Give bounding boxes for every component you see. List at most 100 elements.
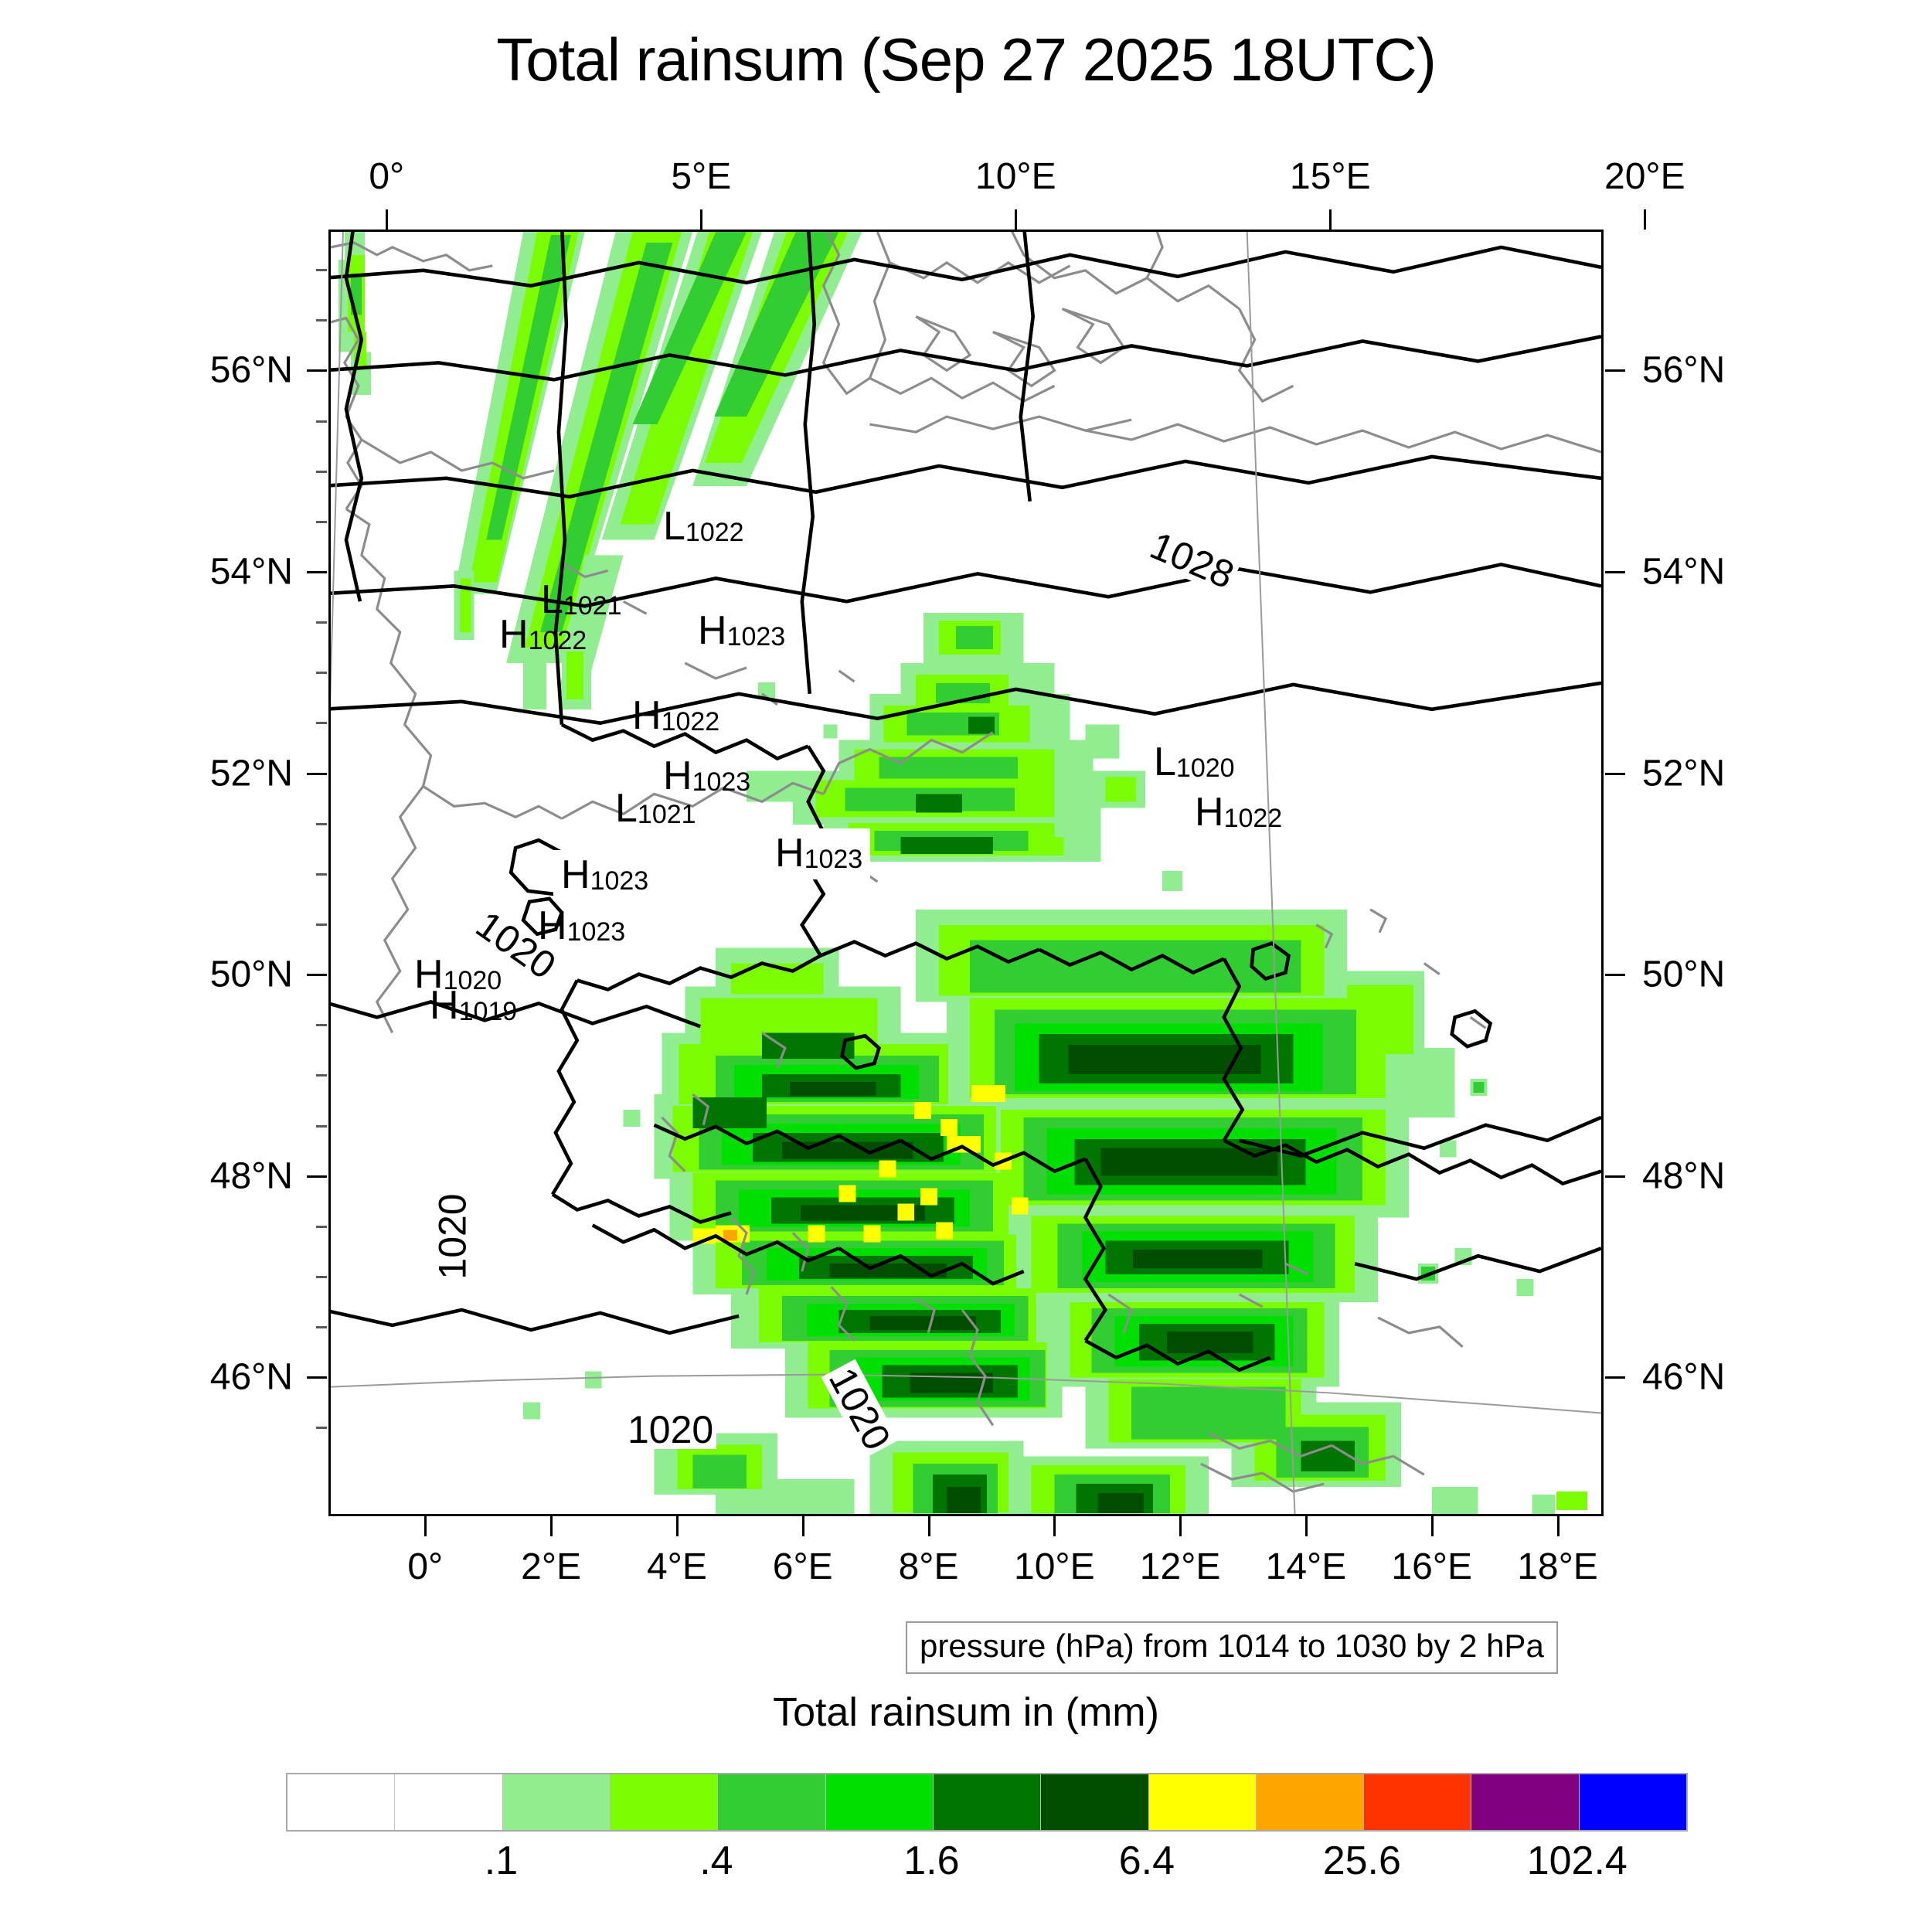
bottom-axis-label: 12°E xyxy=(1139,1546,1221,1587)
bottom-tick xyxy=(801,1516,804,1536)
colorbar-tick-label: 1.6 xyxy=(903,1838,960,1883)
pressure-centre-H-1023-alps-south: H1023 xyxy=(538,903,626,948)
left-minor-tick xyxy=(316,872,327,876)
left-minor-tick xyxy=(316,1074,327,1077)
page-title: Total rainsum (Sep 27 2025 18UTC) xyxy=(496,26,1437,94)
coastlines xyxy=(331,232,1601,1493)
left-minor-tick xyxy=(316,420,327,423)
bottom-tick xyxy=(927,1516,930,1536)
pressure-centre-L-1021: L1021 xyxy=(541,577,622,622)
left-minor-tick xyxy=(316,1275,327,1278)
top-axis-label: 0° xyxy=(369,156,405,197)
colorbar-segment[interactable] xyxy=(287,1774,396,1830)
left-minor-tick xyxy=(316,1225,327,1228)
right-tick xyxy=(1605,369,1625,372)
left-minor-tick xyxy=(316,319,327,322)
colorbar-segment[interactable] xyxy=(1256,1774,1365,1830)
pressure-centre-H-1022-center: H1022 xyxy=(632,693,720,738)
left-tick xyxy=(307,974,327,977)
top-tick xyxy=(1015,209,1018,230)
right-tick xyxy=(1605,1376,1625,1379)
pressure-centre-H-1019-southwest: H1019 xyxy=(430,983,518,1028)
pressure-legend-box: pressure (hPa) from 1014 to 1030 by 2 hP… xyxy=(906,1621,1558,1674)
colorbar-segment[interactable] xyxy=(933,1774,1042,1830)
colorbar-tick-label: 6.4 xyxy=(1118,1838,1175,1883)
bottom-axis-label: 16°E xyxy=(1391,1546,1473,1587)
left-minor-tick xyxy=(316,621,327,624)
colorbar-segment[interactable] xyxy=(718,1774,826,1830)
bottom-tick xyxy=(1430,1516,1434,1536)
left-tick xyxy=(307,1175,327,1178)
left-axis-label: 52°N xyxy=(209,753,293,794)
right-tick xyxy=(1605,1175,1625,1178)
top-axis-label: 15°E xyxy=(1290,156,1371,197)
right-axis-label: 48°N xyxy=(1642,1155,1726,1197)
bottom-axis-label: 6°E xyxy=(772,1546,833,1587)
graticule xyxy=(331,232,1601,1514)
bottom-axis-label: 10°E xyxy=(1014,1546,1095,1587)
right-axis-label: 56°N xyxy=(1642,349,1726,391)
left-tick xyxy=(307,369,327,372)
left-minor-tick xyxy=(316,269,327,272)
pressure-centre-H-1023-center: H1023 xyxy=(663,753,751,798)
pressure-centre-H-1022-west: H1022 xyxy=(499,612,587,657)
right-tick xyxy=(1605,772,1625,775)
left-minor-tick xyxy=(316,470,327,473)
colorbar[interactable] xyxy=(286,1773,1688,1832)
pressure-centre-H-1022-east: H1022 xyxy=(1195,790,1283,835)
right-axis-label: 54°N xyxy=(1642,551,1726,593)
bottom-tick xyxy=(675,1516,679,1536)
left-tick xyxy=(307,1376,327,1379)
colorbar-segment[interactable] xyxy=(1364,1774,1472,1830)
colorbar-segment[interactable] xyxy=(610,1774,719,1830)
left-axis-label: 50°N xyxy=(209,954,293,995)
right-tick xyxy=(1605,974,1625,977)
colorbar-tick-labels: .1 .4 1.6 6.4 25.6 102.4 xyxy=(286,1838,1686,1892)
top-tick xyxy=(1329,209,1332,230)
left-minor-tick xyxy=(316,520,327,523)
right-axis-label: 52°N xyxy=(1642,753,1726,794)
left-minor-tick xyxy=(316,1326,327,1329)
bottom-tick xyxy=(550,1516,553,1536)
colorbar-segment[interactable] xyxy=(825,1774,934,1830)
colorbar-segment[interactable] xyxy=(1471,1774,1580,1830)
map-plot-area[interactable]: 1028 1020 1020 1020 1020 L1022 L1021 H10… xyxy=(328,230,1604,1516)
colorbar-segment[interactable] xyxy=(1579,1774,1687,1830)
bottom-axis-label: 2°E xyxy=(521,1546,582,1587)
bottom-axis-label: 8°E xyxy=(898,1546,959,1587)
pressure-centre-H-1023-north: H1023 xyxy=(698,608,786,653)
colorbar-tick-label: .1 xyxy=(484,1838,519,1883)
right-axis-label: 46°N xyxy=(1642,1356,1726,1398)
bottom-tick xyxy=(1556,1516,1560,1536)
colorbar-tick-label: 102.4 xyxy=(1526,1838,1628,1883)
left-minor-tick xyxy=(316,672,327,675)
left-minor-tick xyxy=(316,1427,327,1430)
top-axis-label: 5°E xyxy=(671,156,732,197)
left-minor-tick xyxy=(316,923,327,926)
left-minor-tick xyxy=(316,1124,327,1128)
colorbar-segment[interactable] xyxy=(502,1774,611,1830)
top-axis-label: 10°E xyxy=(975,156,1056,197)
pressure-centre-L-1021-south: L1021 xyxy=(615,786,696,831)
colorbar-title: Total rainsum in (mm) xyxy=(773,1690,1159,1735)
pressure-centre-H-1020-southwest: H1020 xyxy=(414,952,502,997)
bottom-tick xyxy=(1304,1516,1308,1536)
country-borders xyxy=(331,232,1601,1372)
bottom-axis-label: 0° xyxy=(407,1546,444,1587)
bottom-tick xyxy=(424,1516,427,1536)
right-tick xyxy=(1605,570,1625,573)
pressure-centre-H-1023-alps-east: H1023 xyxy=(767,828,871,879)
right-axis-label: 50°N xyxy=(1642,954,1726,995)
colorbar-segment[interactable] xyxy=(395,1774,503,1830)
colorbar-tick-label: .4 xyxy=(699,1838,733,1883)
bottom-axis-label: 14°E xyxy=(1265,1546,1347,1587)
colorbar-segment[interactable] xyxy=(1148,1774,1257,1830)
top-axis-label: 20°E xyxy=(1604,156,1685,197)
bottom-tick xyxy=(1053,1516,1056,1536)
left-tick xyxy=(307,772,327,775)
precipitation-raster xyxy=(338,232,1588,1514)
bottom-tick xyxy=(1179,1516,1182,1536)
left-axis-label: 56°N xyxy=(209,349,293,391)
colorbar-segment[interactable] xyxy=(1041,1774,1149,1830)
pressure-centre-L-1022: L1022 xyxy=(663,504,744,549)
